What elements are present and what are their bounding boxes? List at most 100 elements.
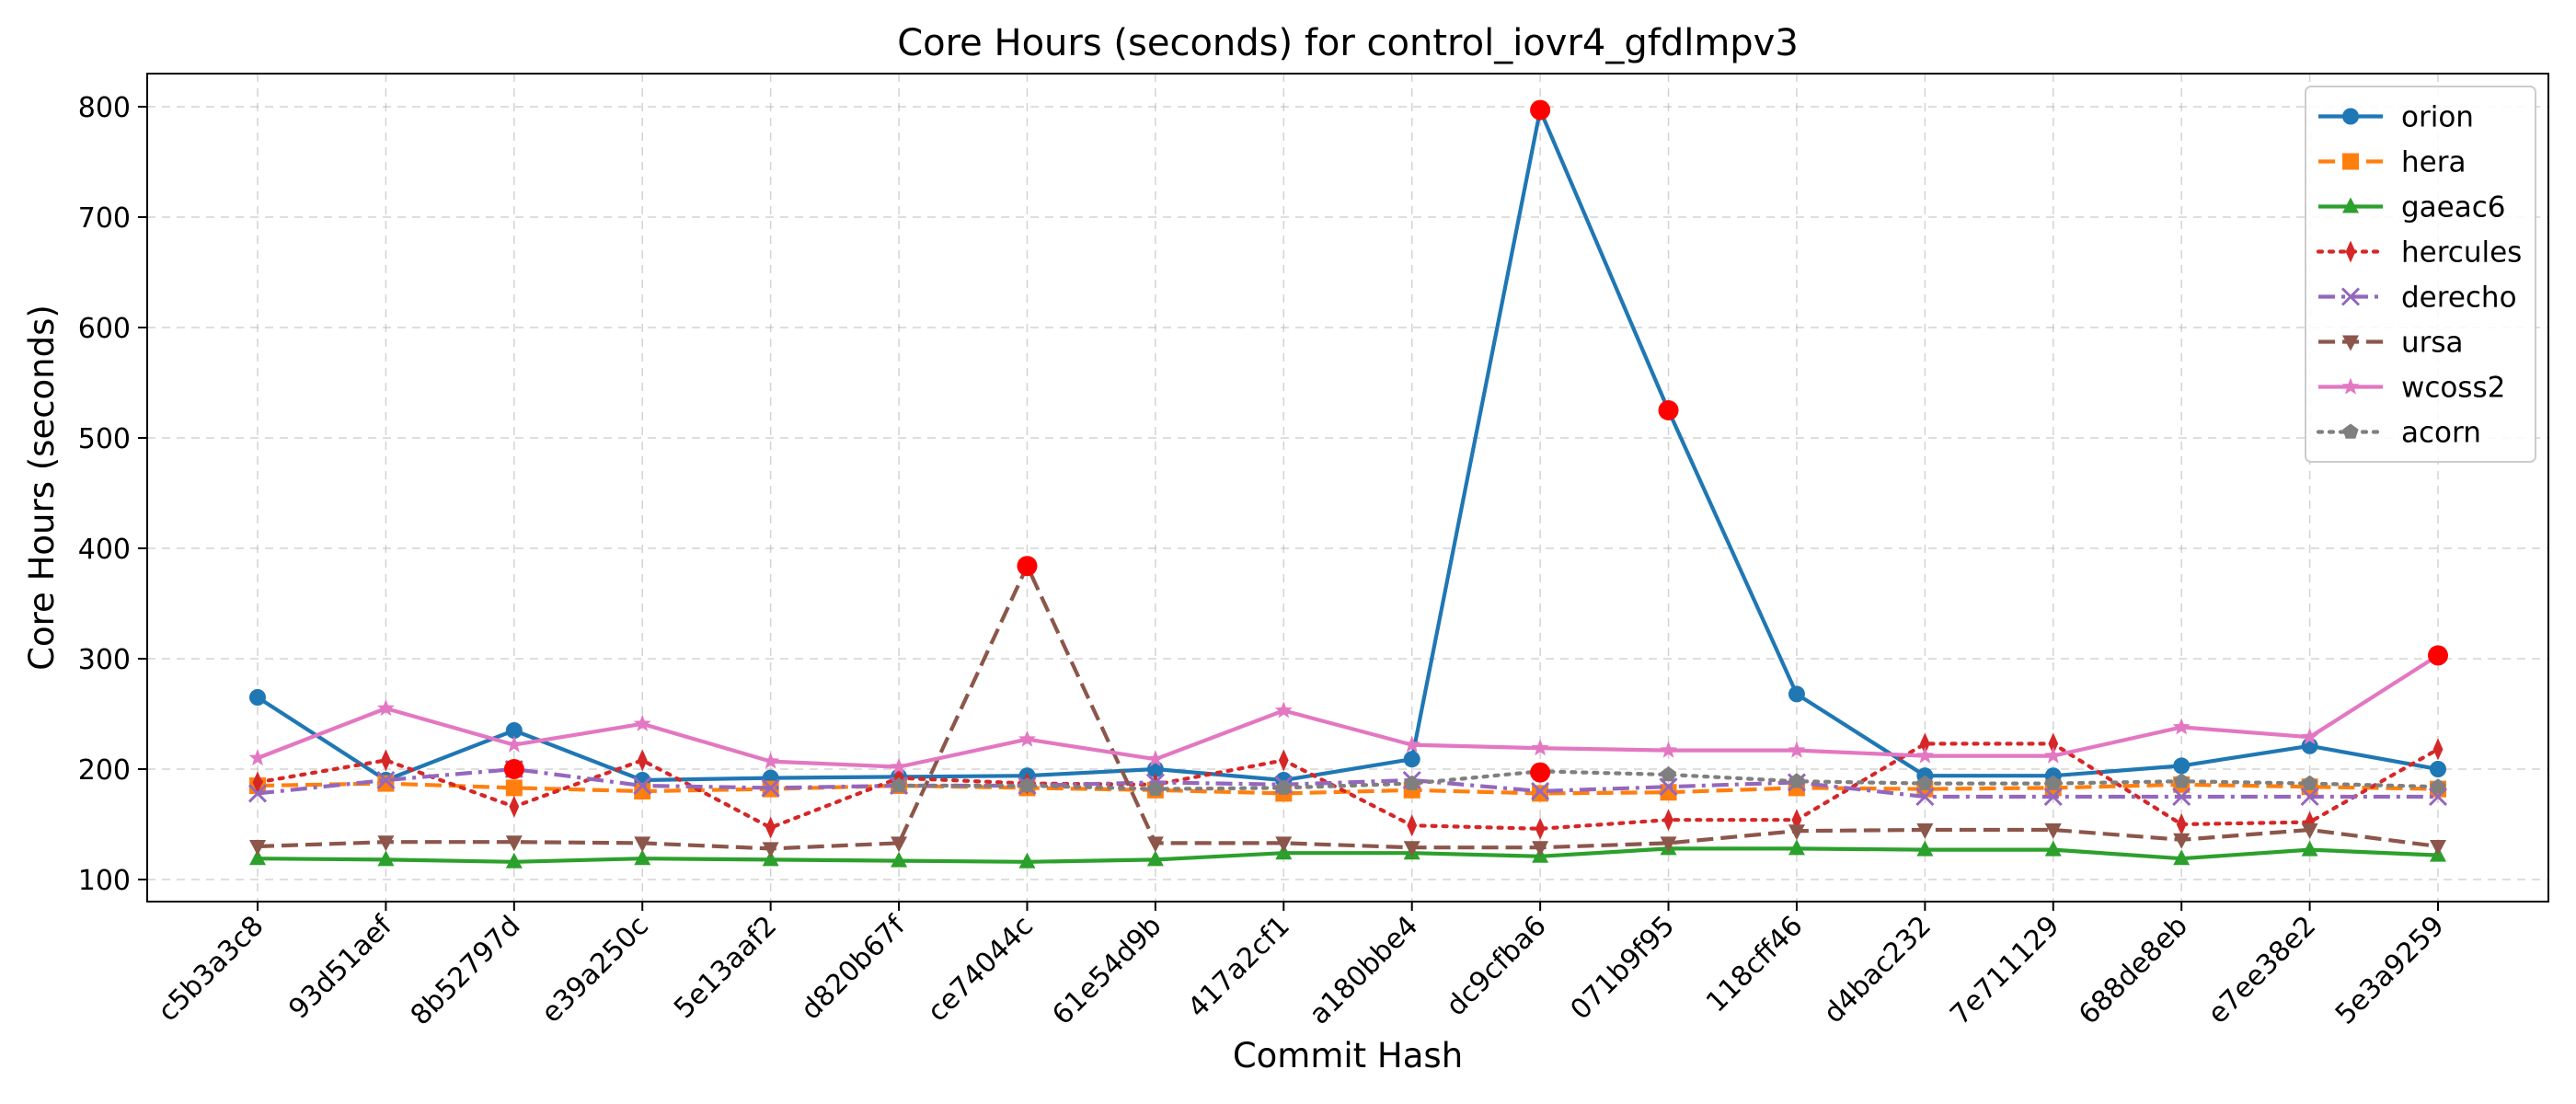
data-point-gaeac6: [249, 849, 266, 866]
data-point-hercules: [1407, 814, 1418, 837]
data-point-derecho: [247, 784, 268, 803]
data-point-hercules: [1535, 817, 1546, 840]
data-point-wcoss2: [2044, 746, 2063, 764]
data-point-acorn: [1018, 777, 1035, 793]
data-point-acorn: [1147, 780, 1164, 796]
data-point-gaeac6: [634, 849, 651, 866]
series-line-derecho: [257, 766, 2438, 799]
legend-label: orion: [2401, 101, 2474, 134]
legend-marker: [2342, 108, 2359, 125]
x-tick-label: 5e3a9259: [2329, 910, 2451, 1031]
data-point-hercules: [509, 795, 520, 818]
data-point-hercules: [2048, 732, 2059, 755]
data-point-gaeac6: [505, 852, 523, 868]
data-point-hercules: [252, 771, 263, 794]
data-point-hercules: [2432, 738, 2444, 761]
y-tick-label: 600: [78, 313, 131, 345]
data-point-wcoss2: [633, 714, 651, 731]
data-point-ursa: [891, 836, 908, 853]
data-point-derecho: [1915, 787, 1935, 807]
legend-item-hera: hera: [2318, 146, 2466, 179]
chart-title: Core Hours (seconds) for control_iovr4_g…: [897, 22, 1799, 64]
data-point-ursa: [2044, 823, 2062, 839]
data-point-ursa: [2430, 840, 2446, 856]
series-gaeac6: [249, 839, 2446, 868]
legend-box: [2305, 86, 2536, 463]
x-tick-label: 7e711129: [1944, 910, 2065, 1031]
data-point-wcoss2: [1146, 750, 1165, 767]
data-point-wcoss2: [1660, 741, 1677, 758]
x-axis-label: Commit Hash: [1233, 1036, 1463, 1075]
data-point-hercules: [1663, 809, 1673, 832]
x-tick-label: e39a250c: [535, 910, 655, 1029]
data-point-acorn: [2045, 775, 2062, 790]
data-point-hercules: [2176, 813, 2187, 835]
legend-label: acorn: [2401, 417, 2481, 450]
legend-marker: [2341, 377, 2360, 395]
legend-label: wcoss2: [2401, 372, 2505, 405]
series-wcoss2: [248, 646, 2447, 775]
x-tick-label: 8b52797d: [405, 910, 527, 1032]
legend-item-wcoss2: wcoss2: [2318, 372, 2505, 405]
y-axis-ticks: 100 200 300 400 500 600 700 800: [78, 92, 147, 897]
data-point-ursa: [634, 836, 651, 853]
data-point-orion: [1403, 751, 1420, 768]
legend-item-acorn: acorn: [2316, 417, 2481, 450]
data-point-acorn: [2302, 775, 2318, 790]
x-tick-label: 93d51aef: [282, 909, 399, 1026]
data-point-wcoss2: [2301, 728, 2319, 745]
data-point-orion: [1788, 685, 1805, 703]
x-tick-label: d820b67f: [795, 909, 913, 1027]
series-line-hercules: [255, 742, 2441, 831]
plot-area-frame: [146, 73, 2549, 903]
series-line-hera: [257, 781, 2439, 796]
legend-marker: [2345, 240, 2356, 263]
data-point-ursa: [762, 842, 779, 858]
y-tick-label: 400: [78, 534, 131, 566]
x-tick-label: dc9cfba6: [1440, 910, 1552, 1022]
legend-marker: [2342, 423, 2359, 439]
data-point-orion: [2173, 757, 2191, 775]
data-point-ursa: [505, 835, 523, 852]
legend-label: hercules: [2401, 236, 2522, 270]
highlight-point: [503, 759, 524, 779]
legend-item-hercules: hercules: [2316, 236, 2522, 270]
legend-label: gaeac6: [2401, 191, 2506, 224]
data-point-acorn: [1788, 773, 1805, 788]
data-point-acorn: [891, 777, 907, 793]
highlight-markers: [503, 99, 2448, 783]
data-point-derecho: [376, 770, 396, 790]
y-tick-label: 700: [78, 202, 131, 235]
x-tick-label: 61e54d9b: [1046, 910, 1167, 1031]
legend-label: ursa: [2401, 327, 2464, 360]
y-tick-label: 300: [78, 644, 131, 676]
series-line-ursa: [257, 564, 2439, 851]
x-tick-label: e7ee38e2: [2202, 910, 2322, 1030]
data-point-hera: [1532, 785, 1549, 802]
y-tick-label: 100: [78, 865, 131, 897]
data-point-derecho: [633, 776, 652, 796]
data-point-orion: [2430, 761, 2446, 777]
highlight-point: [1530, 762, 1551, 783]
data-point-derecho: [761, 778, 780, 798]
x-tick-label: 071b9f95: [1565, 910, 1682, 1027]
x-tick-label: 417a2cf1: [1182, 910, 1296, 1024]
data-point-orion: [249, 689, 266, 706]
legend: orion hera gaeac6 hercules derecho ursa wcoss2…: [2305, 86, 2536, 463]
data-point-hercules: [1919, 732, 1930, 755]
data-point-wcoss2: [1018, 730, 1036, 747]
y-axis-label: Core Hours (seconds): [22, 305, 62, 671]
data-point-derecho: [2172, 787, 2191, 807]
series-acorn: [891, 763, 2446, 796]
data-point-acorn: [2430, 778, 2446, 794]
data-point-hercules: [637, 749, 648, 772]
x-tick-label: ce74044c: [922, 910, 1041, 1029]
x-tick-label: 118cff46: [1700, 910, 1810, 1019]
data-point-ursa: [249, 840, 266, 856]
x-tick-label: 5e13aaf2: [668, 910, 783, 1025]
data-point-ursa: [1275, 836, 1293, 853]
y-tick-label: 800: [78, 92, 131, 124]
data-point-hera: [634, 783, 651, 799]
